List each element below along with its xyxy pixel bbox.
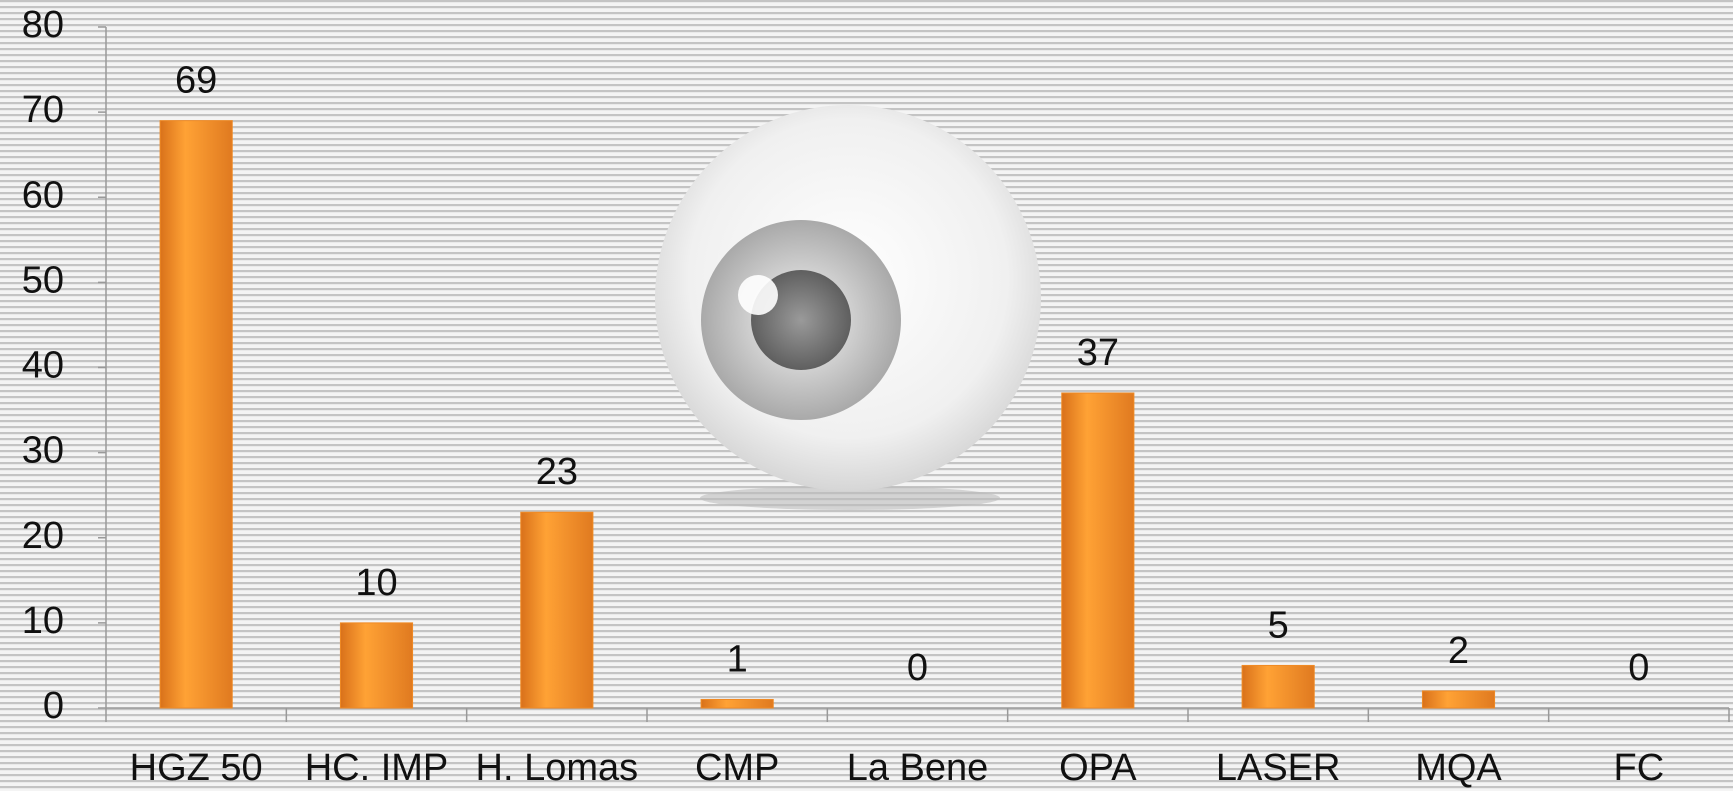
x-tick-label: HGZ 50 (130, 747, 263, 789)
x-tick-label: LASER (1216, 747, 1341, 789)
x-tick-label: OPA (1059, 747, 1137, 789)
data-label: 69 (175, 60, 217, 102)
data-label: 1 (727, 639, 748, 681)
data-label: 5 (1268, 604, 1289, 646)
x-tick-label: MQA (1415, 747, 1502, 789)
data-label: 2 (1448, 630, 1469, 672)
bar (1061, 392, 1135, 709)
bar (700, 698, 774, 709)
x-tick-label: H. Lomas (476, 747, 639, 789)
eye-decoration (655, 105, 1041, 510)
bar (159, 120, 233, 709)
data-label: 23 (536, 451, 578, 493)
y-tick-label: 60 (22, 174, 64, 216)
data-label: 0 (1628, 647, 1649, 689)
data-label: 37 (1077, 332, 1119, 374)
bar (339, 622, 414, 709)
y-tick-label: 10 (22, 600, 64, 642)
y-tick-label: 50 (22, 259, 64, 301)
y-tick-label: 0 (43, 685, 64, 727)
bar (1241, 664, 1315, 709)
y-tick-label: 20 (22, 515, 64, 557)
x-tick-label: HC. IMP (305, 747, 449, 789)
bar (520, 511, 594, 709)
bar (1421, 690, 1496, 709)
x-tick-label: La Bene (847, 747, 989, 789)
y-tick-label: 30 (22, 430, 64, 472)
y-tick-label: 80 (22, 4, 64, 46)
data-label: 0 (907, 647, 928, 689)
x-tick-label: FC (1614, 747, 1665, 789)
data-label: 10 (355, 562, 397, 604)
x-tick-label: CMP (695, 747, 779, 789)
y-tick-label: 40 (22, 345, 64, 387)
y-tick-label: 70 (22, 89, 64, 131)
